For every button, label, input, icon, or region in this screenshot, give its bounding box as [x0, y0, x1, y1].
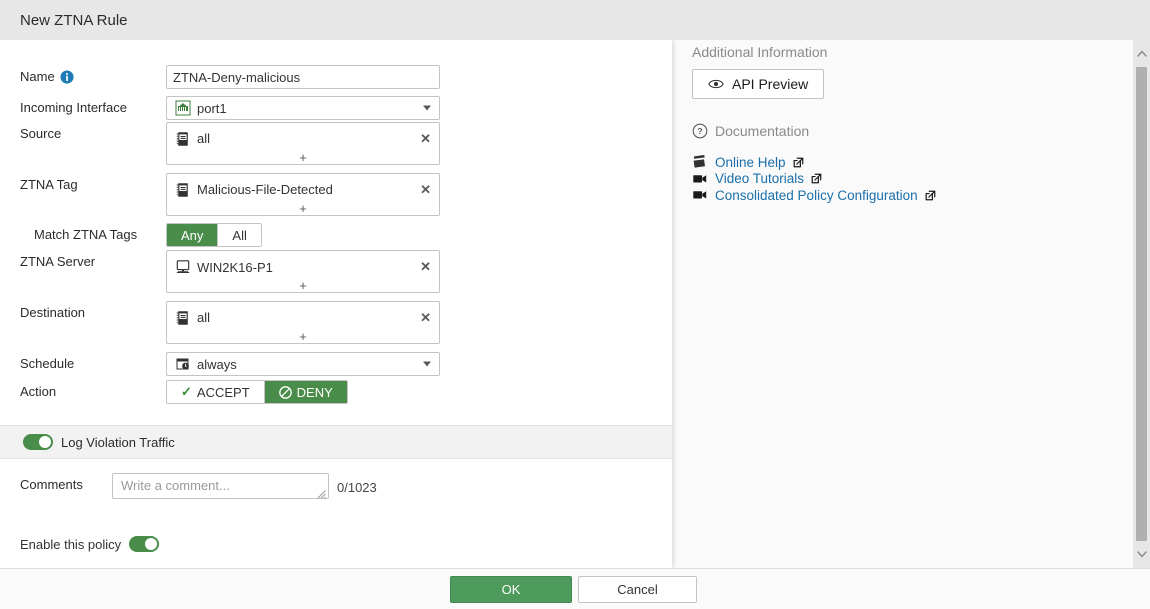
svg-text:?: ? [697, 126, 702, 136]
